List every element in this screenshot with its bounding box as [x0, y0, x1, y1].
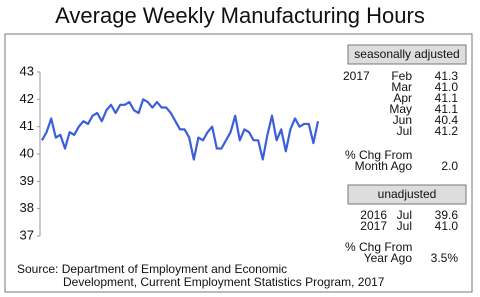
chart-title: Average Weekly Manufacturing Hours — [55, 3, 425, 28]
y-tick-label: 39 — [20, 173, 34, 188]
change-label: Year Ago — [364, 251, 413, 265]
month: Apr — [393, 91, 412, 105]
change-value: 3.5% — [431, 251, 459, 265]
value: 41.0 — [435, 80, 459, 94]
month: Jul — [397, 208, 412, 222]
month: Mar — [391, 80, 412, 94]
value: 41.3 — [435, 69, 459, 83]
y-tick-label: 41 — [20, 118, 34, 133]
value: 41.0 — [435, 219, 459, 233]
y-tick-label: 38 — [20, 200, 34, 215]
month: Jun — [393, 113, 412, 127]
series-line — [41, 98, 320, 161]
value: 39.6 — [435, 208, 459, 222]
month: Jul — [397, 124, 412, 138]
y-tick-label: 40 — [20, 145, 34, 160]
y-tick-label: 42 — [20, 91, 34, 106]
year: 2017 — [343, 69, 370, 83]
value: 41.1 — [435, 102, 459, 116]
month: Jul — [397, 219, 412, 233]
y-tick-label: 43 — [20, 63, 34, 78]
value: 41.1 — [435, 91, 459, 105]
value: 40.4 — [435, 113, 459, 127]
month: Feb — [391, 69, 412, 83]
year: 2017 — [360, 219, 387, 233]
frame — [4, 33, 473, 293]
panel-header: seasonally adjusted — [354, 47, 459, 61]
month: May — [389, 102, 412, 116]
source: Source: Department of Employment and Eco… — [17, 262, 287, 276]
source: Development, Current Employment Statisti… — [63, 275, 385, 289]
change-value: 2.0 — [441, 159, 458, 173]
panel-header: unadjusted — [378, 187, 437, 201]
y-tick-label: 37 — [20, 227, 34, 242]
header-box — [347, 184, 467, 205]
year: 2016 — [360, 208, 387, 222]
header-box — [347, 44, 467, 65]
change-label: % Chg From — [345, 240, 412, 254]
value: 41.2 — [435, 124, 459, 138]
change-label: Month Ago — [355, 159, 413, 173]
change-label: % Chg From — [345, 148, 412, 162]
